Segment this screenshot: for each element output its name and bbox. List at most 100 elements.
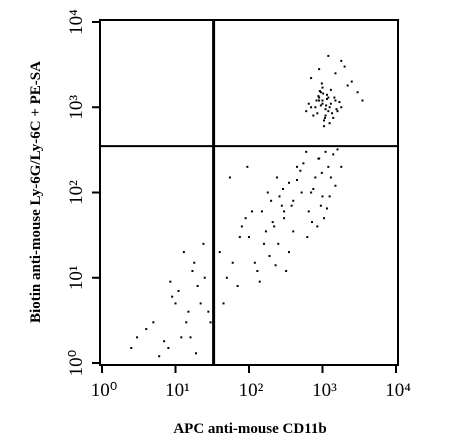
data-point: [287, 181, 290, 184]
data-point: [207, 310, 210, 313]
y-tick-label: 10²: [66, 180, 87, 205]
data-point: [322, 92, 325, 95]
data-point: [338, 101, 341, 104]
data-point: [325, 207, 328, 210]
x-tick-label: 10⁴: [385, 380, 411, 401]
data-point: [264, 230, 267, 233]
data-point: [296, 179, 299, 182]
data-point: [209, 321, 212, 324]
data-point: [321, 86, 324, 89]
data-point: [328, 122, 331, 125]
y-tick-label: 10⁰: [66, 350, 87, 377]
data-point: [203, 276, 206, 279]
data-point: [271, 221, 274, 224]
data-point: [334, 99, 337, 102]
data-point: [285, 269, 288, 272]
data-point: [281, 187, 284, 190]
data-point: [350, 80, 353, 83]
data-point: [331, 112, 334, 115]
data-point: [320, 171, 323, 174]
data-point: [335, 108, 338, 111]
data-point: [325, 97, 328, 100]
data-point: [296, 165, 299, 168]
data-point: [278, 195, 281, 198]
data-point: [316, 112, 319, 115]
data-point: [319, 104, 322, 107]
data-point: [327, 96, 330, 99]
data-point: [191, 269, 194, 272]
data-point: [328, 106, 331, 109]
data-point: [238, 236, 241, 239]
data-point: [268, 254, 271, 257]
data-point: [130, 346, 133, 349]
y-axis-title: Biotin anti-mouse Ly-6G/Ly-6C + PE-SA: [28, 61, 44, 323]
data-point: [321, 195, 324, 198]
data-point: [324, 150, 327, 153]
y-tick-label: 10⁴: [66, 9, 87, 35]
data-point: [275, 176, 278, 179]
data-point: [311, 221, 314, 224]
data-point: [310, 77, 313, 80]
data-point: [202, 242, 205, 245]
data-point: [323, 119, 326, 122]
data-point: [323, 125, 326, 128]
data-point: [163, 340, 166, 343]
data-point: [336, 110, 339, 113]
data-point: [340, 59, 343, 62]
data-point: [329, 176, 332, 179]
data-point: [274, 264, 277, 267]
data-point: [270, 199, 273, 202]
data-point: [244, 217, 247, 220]
data-point: [346, 84, 349, 87]
data-point: [167, 346, 170, 349]
data-point: [310, 106, 313, 109]
data-point: [305, 110, 308, 113]
data-point: [323, 217, 326, 220]
data-point: [171, 295, 174, 298]
data-point: [343, 65, 346, 68]
data-point: [334, 184, 337, 187]
data-point: [277, 242, 280, 245]
data-point: [327, 54, 330, 57]
data-point: [248, 236, 250, 239]
data-point: [290, 204, 293, 207]
data-point: [332, 116, 335, 119]
data-point: [300, 191, 303, 194]
data-point: [174, 302, 177, 305]
data-point: [324, 114, 327, 117]
data-point: [283, 210, 286, 213]
data-point: [260, 210, 263, 213]
x-tick-label: 10³: [312, 380, 337, 401]
data-point: [307, 102, 310, 105]
data-point: [225, 276, 228, 279]
data-point: [152, 321, 155, 324]
data-point: [312, 114, 315, 117]
data-point: [324, 108, 327, 111]
data-point: [314, 176, 317, 179]
data-point: [340, 165, 343, 168]
data-point: [193, 261, 196, 264]
data-point: [263, 242, 266, 245]
data-point: [256, 269, 259, 272]
data-point: [320, 82, 323, 85]
y-tick-label: 10¹: [66, 265, 87, 290]
data-point: [196, 285, 199, 288]
data-point: [316, 225, 319, 228]
data-point: [189, 336, 192, 339]
data-point: [332, 153, 335, 156]
data-point: [292, 230, 295, 233]
data-point: [302, 162, 305, 165]
data-point: [307, 210, 310, 213]
data-point: [246, 165, 249, 168]
data-point: [327, 165, 330, 168]
data-point: [287, 251, 290, 254]
data-point: [321, 102, 324, 105]
data-point: [318, 90, 321, 93]
data-point: [222, 302, 225, 305]
data-point: [319, 204, 322, 207]
data-point: [340, 106, 343, 109]
data-point: [240, 225, 243, 228]
data-point: [258, 280, 261, 283]
data-point: [182, 251, 185, 254]
data-point: [317, 157, 320, 160]
